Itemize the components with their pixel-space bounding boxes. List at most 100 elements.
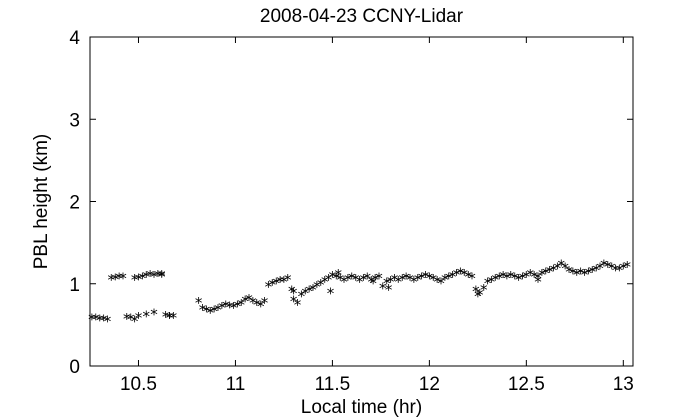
data-point: *	[519, 270, 527, 288]
data-point: *	[495, 270, 503, 288]
data-point: *	[472, 283, 480, 301]
data-point: *	[241, 293, 249, 311]
data-point: *	[515, 271, 523, 289]
data-point: *	[453, 266, 461, 284]
x-tick-labels: 10.5 11 11.5 12 12.5 13	[120, 374, 634, 395]
data-point: *	[468, 270, 476, 288]
data-point: *	[333, 270, 341, 288]
data-point: *	[131, 271, 139, 289]
data-point: *	[195, 294, 203, 312]
data-point: *	[288, 283, 296, 301]
data-point: *	[364, 270, 372, 288]
axis-ticks	[90, 36, 633, 367]
data-point: *	[305, 283, 313, 301]
data-point: *	[526, 266, 534, 284]
data-point: *	[538, 266, 546, 284]
data-point: *	[135, 309, 143, 327]
data-point: *	[245, 291, 253, 309]
data-point: *	[600, 256, 608, 274]
data-point: *	[317, 276, 325, 294]
data-point: *	[441, 271, 449, 289]
data-point: *	[115, 270, 123, 288]
data-point: *	[557, 256, 565, 274]
data-point: *	[585, 265, 593, 283]
data-point: *	[272, 275, 280, 293]
data-point: *	[565, 263, 573, 281]
data-point: *	[379, 279, 387, 297]
data-point: *	[422, 268, 430, 286]
data-point: *	[592, 261, 600, 279]
data-point: *	[334, 266, 342, 284]
data-point: *	[426, 270, 434, 288]
data-point: *	[554, 260, 562, 278]
data-point: *	[480, 281, 488, 299]
data-point: *	[461, 266, 469, 284]
data-point: *	[309, 281, 317, 299]
data-point: *	[499, 268, 507, 286]
plot-area	[89, 36, 634, 367]
data-point: *	[139, 270, 147, 288]
data-point: *	[604, 258, 612, 276]
data-point: *	[402, 270, 410, 288]
data-point: *	[507, 268, 515, 286]
data-point: *	[367, 273, 375, 291]
data-point: *	[154, 267, 162, 285]
data-point: *	[492, 271, 500, 289]
data-point: *	[387, 273, 395, 291]
data-point: *	[414, 271, 422, 289]
data-point: *	[290, 284, 298, 302]
data-point: *	[511, 270, 519, 288]
data-point: *	[623, 258, 631, 276]
data-point: *	[257, 298, 265, 316]
data-point: *	[92, 311, 100, 329]
data-point: *	[437, 275, 445, 293]
data-point: *	[325, 271, 333, 289]
y-tick-label: 2	[69, 193, 80, 214]
chart-title: 2008-04-23 CCNY-Lidar	[260, 6, 464, 27]
data-point: *	[530, 268, 538, 286]
y-tick-label: 3	[69, 110, 80, 131]
data-point: *	[352, 271, 360, 289]
x-tick-label: 13	[613, 374, 634, 395]
data-point: *	[369, 275, 377, 293]
data-points: *********************** * ****************…	[88, 256, 631, 330]
data-point: *	[344, 271, 352, 289]
data-point: *	[561, 260, 569, 278]
data-point: *	[573, 266, 581, 284]
data-point: *	[238, 296, 246, 314]
data-point: *	[534, 270, 542, 288]
data-point: *	[261, 294, 269, 312]
data-point: *	[158, 268, 166, 286]
data-point: *	[569, 265, 577, 283]
data-point: *	[253, 296, 261, 314]
data-point: *	[391, 271, 399, 289]
data-point: *	[534, 273, 542, 291]
data-point: *	[612, 261, 620, 279]
x-tick-label: 11	[226, 374, 246, 395]
y-tick-label: 0	[69, 357, 80, 378]
data-point: *	[484, 275, 492, 293]
data-point: *	[542, 265, 550, 283]
data-point: *	[269, 276, 277, 294]
data-point: *	[385, 281, 393, 299]
data-point: *	[298, 288, 306, 306]
data-point: *	[162, 308, 170, 326]
x-axis-label: Local time (hr)	[301, 397, 422, 418]
data-point: *	[108, 271, 116, 289]
y-tick-label: 4	[69, 28, 80, 49]
data-point: *	[336, 271, 344, 289]
data-point: *	[616, 261, 624, 279]
data-point: *	[620, 260, 628, 278]
data-point: *	[577, 265, 585, 283]
x-tick-label: 11.5	[315, 374, 351, 395]
data-point: *	[302, 284, 310, 302]
data-point: *	[265, 278, 273, 296]
data-point: *	[88, 311, 96, 329]
data-point: *	[203, 302, 211, 320]
data-point: *	[158, 267, 166, 285]
data-point: *	[430, 271, 438, 289]
x-tick-label: 12	[419, 374, 440, 395]
data-point: *	[131, 312, 139, 330]
data-point: *	[142, 307, 150, 325]
